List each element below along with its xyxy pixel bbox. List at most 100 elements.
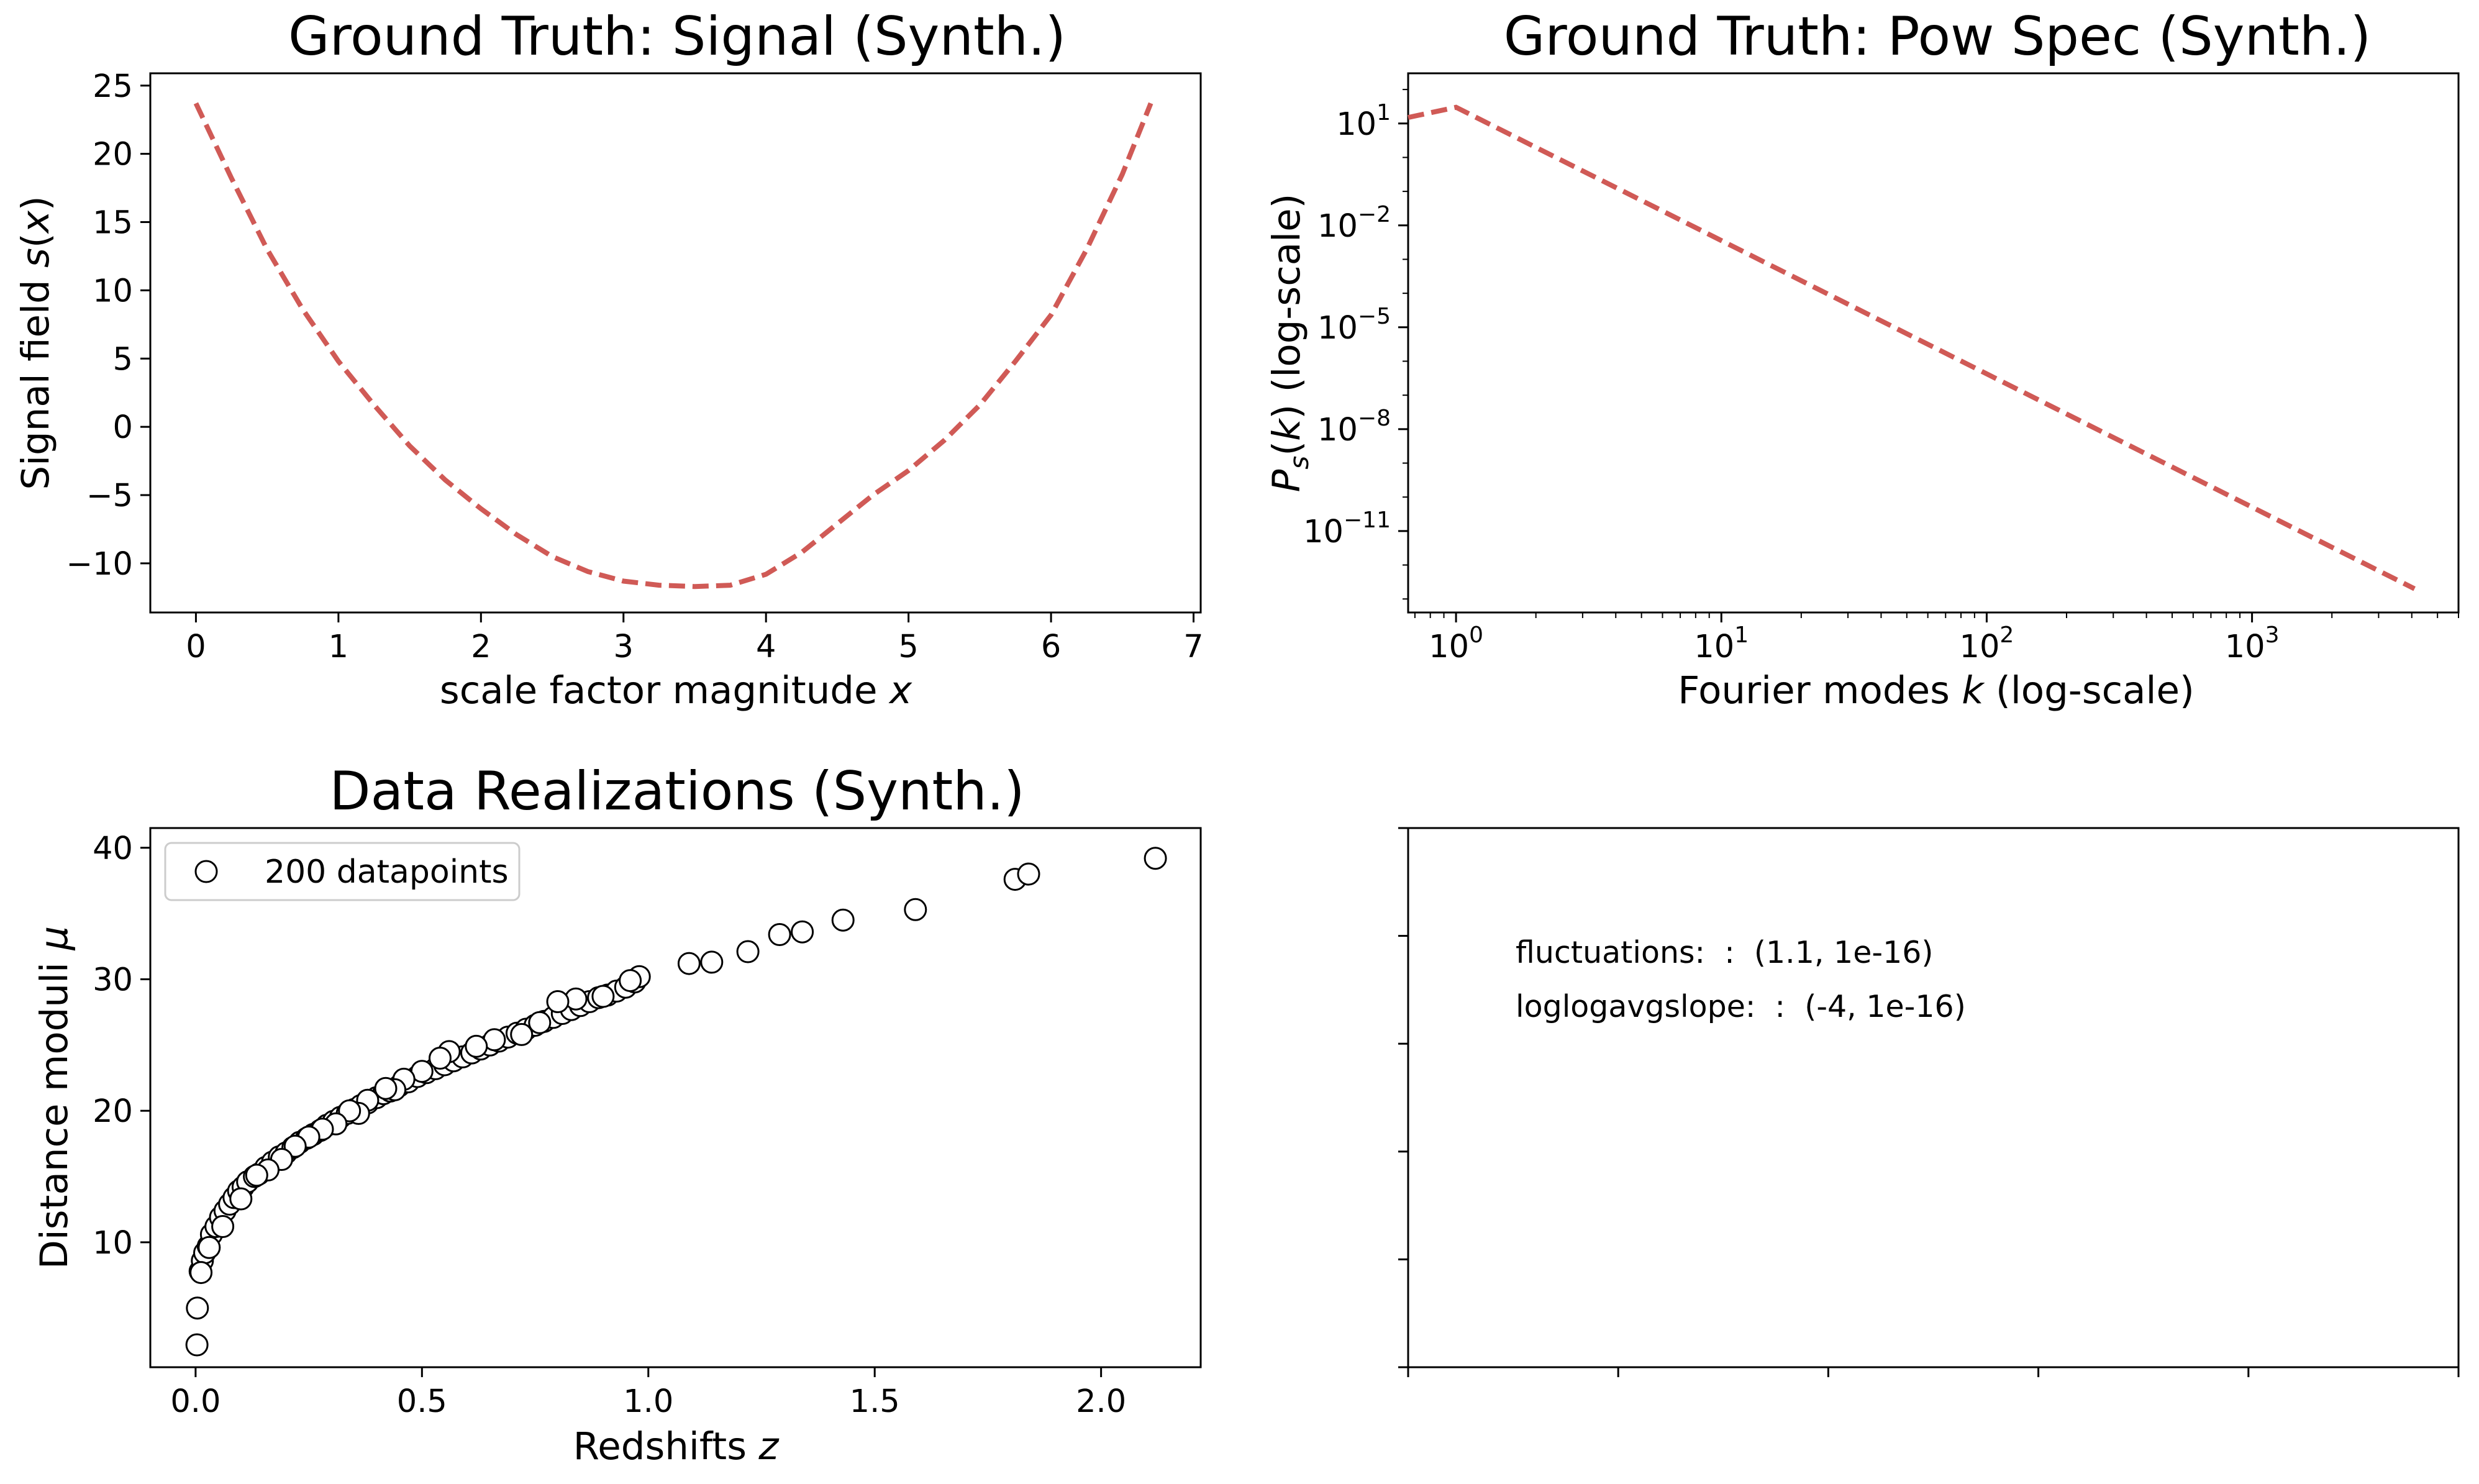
data-x-tick-label: 0.0 xyxy=(170,1383,221,1420)
powspec-x-tick-label-base: 10 xyxy=(2225,629,2265,665)
signal-x-tick-label: 6 xyxy=(1041,629,1061,665)
data-y-tick-label: 40 xyxy=(93,831,133,867)
signal-y-label-paren-open: ( xyxy=(14,233,58,248)
powspec-y-tick-label-exponent: −11 xyxy=(1344,508,1391,533)
data-scatter-points xyxy=(185,847,1167,1357)
signal-x-ticks: 0 1 2 3 4 5 6 7 xyxy=(186,612,1204,665)
powspec-x-tick-label-exponent: 3 xyxy=(2265,622,2280,648)
signal-panel: Ground Truth: Signal (Synth.) 0 1 2 3 4 5 6 7 −… xyxy=(14,6,1204,712)
powspec-y-label-paren-open: ( xyxy=(1265,441,1309,456)
data-y-label: Distance moduli μ xyxy=(32,926,76,1269)
data-point xyxy=(677,952,701,975)
signal-y-tick-label: 15 xyxy=(93,205,133,242)
signal-series-line xyxy=(193,102,1153,590)
signal-y-label: Signal field s(x) xyxy=(14,196,58,489)
data-point xyxy=(189,1261,213,1285)
signal-y-tick-label: 10 xyxy=(93,273,133,309)
signal-axes-frame xyxy=(149,72,1202,614)
info-line-fluctuations: fluctuations: : (1.1, 1e-16) xyxy=(1516,935,1934,970)
powspec-y-tick-label-exponent: −8 xyxy=(1358,406,1391,431)
data-point xyxy=(465,1034,488,1058)
powspec-x-label: Fourier modes k (log-scale) xyxy=(1678,668,2195,712)
data-y-ticks: 10 20 30 40 xyxy=(93,831,150,1262)
data-point xyxy=(211,1215,235,1238)
signal-y-label-text: Signal field xyxy=(14,268,58,490)
data-point xyxy=(619,969,642,993)
data-point xyxy=(768,923,791,946)
powspec-y-label-suffix: ) (log-scale) xyxy=(1265,194,1309,419)
powspec-x-tick-label: 101 xyxy=(1694,622,1749,665)
data-point xyxy=(185,1333,209,1357)
signal-x-label-text: scale factor magnitude xyxy=(440,668,889,712)
data-point xyxy=(700,950,724,974)
data-point xyxy=(374,1077,398,1100)
powspec-y-label: Ps(k) (log-scale) xyxy=(1265,194,1314,493)
powspec-y-label-sub: s xyxy=(1284,456,1314,470)
powspec-y-tick-label-base: 10 xyxy=(1317,310,1358,347)
data-point xyxy=(904,898,927,921)
signal-y-tick-label: 25 xyxy=(93,68,133,105)
signal-x-tick-label: 5 xyxy=(898,629,918,665)
powspec-y-tick-label: 101 xyxy=(1336,100,1391,143)
data-axes-frame xyxy=(149,827,1202,1368)
powspec-y-tick-label-base: 10 xyxy=(1317,412,1358,448)
data-x-tick-label: 2.0 xyxy=(1076,1383,1126,1420)
data-title: Data Realizations (Synth.) xyxy=(329,760,1024,822)
data-y-label-text: Distance moduli xyxy=(32,950,76,1270)
data-y-label-var: μ xyxy=(32,926,76,951)
data-point xyxy=(186,1296,209,1320)
powspec-x-tick-label: 103 xyxy=(2225,622,2280,665)
powspec-series-line xyxy=(1408,104,2416,591)
signal-x-tick-label: 2 xyxy=(471,629,491,665)
signal-y-tick-label: −10 xyxy=(66,546,133,583)
signal-title: Ground Truth: Signal (Synth.) xyxy=(288,6,1066,68)
signal-y-tick-label: 20 xyxy=(93,137,133,173)
data-x-label: Redshifts z xyxy=(573,1424,780,1468)
data-x-tick-label: 1.0 xyxy=(623,1383,673,1420)
powspec-x-tick-label-base: 10 xyxy=(1694,629,1734,665)
powspec-panel: Ground Truth: Pow Spec (Synth.) 100 101 10… xyxy=(1265,6,2460,712)
powspec-x-label-text: Fourier modes xyxy=(1678,668,1962,712)
powspec-x-ticks: 100 101 102 103 xyxy=(1414,612,2459,665)
data-point xyxy=(1017,862,1040,886)
powspec-y-tick-label-exponent: 1 xyxy=(1376,100,1391,125)
signal-y-tick-label: −5 xyxy=(86,478,133,514)
signal-x-tick-label: 7 xyxy=(1183,629,1203,665)
data-point xyxy=(591,985,615,1008)
legend-box xyxy=(164,842,521,901)
powspec-x-label-var: k xyxy=(1962,668,1985,712)
signal-y-label-var: s xyxy=(14,248,58,268)
signal-y-ticks: −10 −5 0 5 10 15 20 25 xyxy=(66,68,150,583)
data-x-ticks: 0.0 0.5 1.0 1.5 2.0 xyxy=(170,1367,1126,1420)
signal-y-tick-label: 5 xyxy=(113,341,133,378)
data-point xyxy=(736,940,760,963)
data-legend: 200 datapoints xyxy=(164,842,521,901)
signal-x-tick-label: 0 xyxy=(186,629,206,665)
data-x-label-var: z xyxy=(758,1424,780,1468)
signal-x-tick-label: 1 xyxy=(329,629,348,665)
signal-x-tick-label: 4 xyxy=(756,629,776,665)
powspec-x-tick-label-exponent: 2 xyxy=(1999,622,2014,648)
powspec-x-tick-label: 100 xyxy=(1429,622,1483,665)
signal-x-label: scale factor magnitude x xyxy=(440,668,912,712)
data-y-tick-label: 20 xyxy=(93,1093,133,1130)
data-point xyxy=(429,1047,452,1070)
legend-label: 200 datapoints xyxy=(265,854,509,891)
powspec-y-label-var: P xyxy=(1265,469,1309,492)
signal-y-label-paren-close: ) xyxy=(14,196,58,211)
powspec-y-tick-label-base: 10 xyxy=(1303,514,1344,550)
powspec-x-tick-label-exponent: 0 xyxy=(1469,622,1483,648)
powspec-x-tick-label-exponent: 1 xyxy=(1734,622,1749,648)
powspec-y-tick-label: 10−5 xyxy=(1317,304,1391,347)
data-point xyxy=(245,1163,268,1187)
data-point xyxy=(1144,847,1167,870)
info-axes-frame xyxy=(1407,827,2460,1368)
data-point xyxy=(528,1011,552,1034)
data-x-label-text: Redshifts xyxy=(573,1424,759,1468)
data-point xyxy=(198,1236,221,1259)
legend-marker xyxy=(194,860,218,883)
powspec-title: Ground Truth: Pow Spec (Synth.) xyxy=(1504,6,2371,68)
powspec-axes-frame xyxy=(1407,72,2460,614)
